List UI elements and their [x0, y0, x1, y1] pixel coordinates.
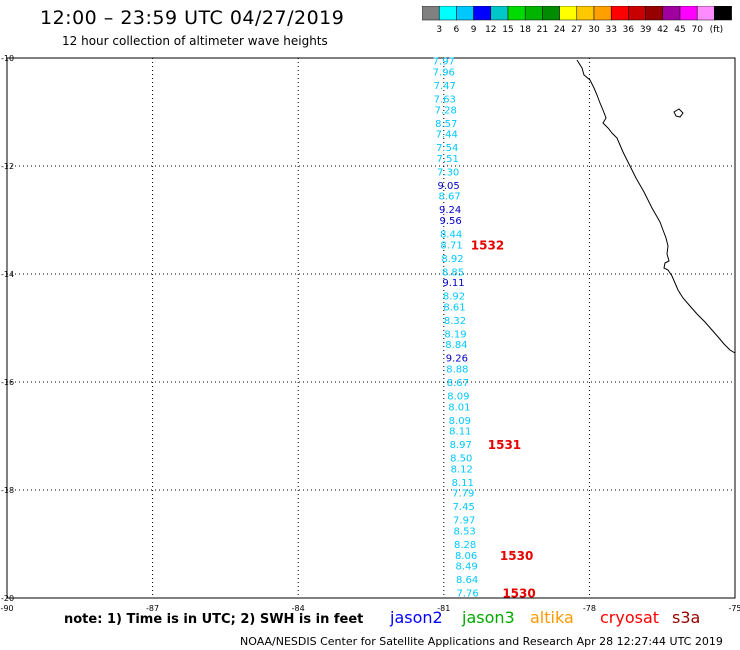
- longitude-tick-label: -81: [437, 604, 450, 613]
- wave-height-label: 8.09: [447, 392, 469, 403]
- wave-height-label: 7.47: [434, 81, 456, 92]
- legend-tick-label: 18: [519, 25, 531, 35]
- map-frame: [6, 57, 736, 599]
- legend-tick-label: 45: [674, 25, 685, 35]
- wave-height-label: 8.50: [450, 454, 472, 465]
- longitude-tick-label: -84: [292, 604, 305, 613]
- wave-height-label: 8.67: [438, 192, 460, 203]
- legend-tick-label: 12: [485, 25, 496, 35]
- wave-height-label: 8.09: [449, 416, 471, 427]
- wave-height-label: 8.06: [455, 551, 477, 562]
- pass-time-label: 1532: [471, 238, 504, 252]
- legend-tick-label: 27: [571, 25, 582, 35]
- latitude-tick-label: -10: [1, 54, 14, 63]
- coastline: [576, 59, 736, 354]
- wave-height-label: 8.85: [442, 267, 464, 278]
- wave-height-label: 7.54: [436, 143, 458, 154]
- wave-height-label: 7.30: [437, 167, 459, 178]
- legend-tick-label: 33: [605, 25, 616, 35]
- wave-height-label: 7.97: [433, 57, 455, 68]
- latitude-tick-label: -12: [1, 162, 14, 171]
- wave-height-label: 9.24: [439, 205, 461, 216]
- wave-height-label: 8.12: [451, 464, 473, 475]
- longitude-tick-label: -78: [583, 604, 596, 613]
- legend-tick-label: 24: [554, 25, 566, 35]
- pass-time-label: 1531: [488, 438, 521, 452]
- wave-height-label: 8.32: [444, 316, 466, 327]
- longitude-tick-label: -87: [146, 604, 159, 613]
- page-subtitle: 12 hour collection of altimeter wave hei…: [62, 34, 328, 48]
- wave-height-label: 7.79: [452, 489, 474, 500]
- legend-tick-label: 42: [657, 25, 668, 35]
- legend-unit: (ft): [710, 25, 724, 35]
- legend-tick-label: 15: [502, 25, 513, 35]
- wave-height-label: 9.11: [442, 278, 464, 289]
- wave-height-label: 9.05: [438, 181, 460, 192]
- latitude-tick-label: -16: [1, 378, 14, 387]
- pass-time-label: 1530: [502, 587, 535, 601]
- wave-height-label: 7.97: [453, 516, 475, 527]
- longitude-tick-label: -90: [0, 604, 13, 613]
- wave-height-label: 7.51: [437, 154, 459, 165]
- wave-height-label: 8.88: [446, 365, 468, 376]
- wave-height-label: 9.26: [446, 354, 468, 365]
- wave-height-label: 8.11: [452, 478, 474, 489]
- legend-jason3: jason3: [462, 608, 515, 627]
- wave-height-label: 8.84: [445, 340, 467, 351]
- wave-height-label: 7.63: [434, 95, 456, 106]
- legend-tick-label: 6: [454, 25, 460, 35]
- wave-height-label: 7.76: [456, 589, 478, 600]
- legend-tick-label: 3: [436, 25, 442, 35]
- wave-height-label: 8.28: [454, 540, 476, 551]
- legend-s3a: s3a: [672, 608, 701, 627]
- wave-height-label: 7.45: [453, 502, 475, 513]
- legend-altika: altika: [530, 608, 574, 627]
- latitude-tick-label: -18: [1, 486, 14, 495]
- wave-height-label: 8.53: [454, 527, 476, 538]
- legend-cryosat: cryosat: [600, 608, 660, 627]
- wave-height-label: 7.44: [436, 130, 458, 141]
- wave-height-label: 8.97: [450, 440, 472, 451]
- wave-height-label: 7.28: [435, 105, 457, 116]
- legend-tick-label: 39: [640, 25, 652, 35]
- wave-height-label: 8.49: [455, 562, 477, 573]
- wave-height-label: 7.96: [433, 68, 455, 79]
- longitude-tick-label: -75: [728, 604, 740, 613]
- pass-time-label: 1530: [500, 549, 533, 563]
- latitude-tick-label: -20: [1, 594, 14, 603]
- wave-height-label: 8.92: [443, 292, 465, 303]
- legend-tick-label: 70: [691, 25, 703, 35]
- wave-height-label: 8.71: [440, 240, 462, 251]
- wave-height-label: 8.01: [448, 402, 470, 413]
- legend-jason2: jason2: [390, 608, 443, 627]
- wave-height-label: 8.92: [441, 254, 463, 265]
- color-legend: 3 6 9 12 15 18 21 24 27 30 33 36 39 42 45 70 (ft): [422, 6, 732, 35]
- note-text: note: 1) Time is in UTC; 2) SWH is in fe…: [64, 612, 364, 627]
- legend-swatch: [714, 6, 732, 21]
- wave-height-label: 8.61: [443, 302, 465, 313]
- legend-tick-label: 30: [588, 25, 600, 35]
- legend-tick-label: 21: [537, 25, 548, 35]
- page-title: 12:00 – 23:59 UTC 04/27/2019: [40, 7, 345, 29]
- legend-tick-label: 36: [623, 25, 635, 35]
- legend-tick-label: 9: [471, 25, 477, 35]
- wave-height-label: 8.11: [449, 427, 471, 438]
- wave-height-label: 8.19: [444, 329, 466, 340]
- footer-credit: NOAA/NESDIS Center for Satellite Applica…: [240, 635, 723, 648]
- latitude-tick-label: -14: [1, 270, 14, 279]
- wave-height-label: 8.67: [447, 378, 469, 389]
- wave-height-label: 8.57: [435, 119, 457, 130]
- wave-height-label: 8.44: [440, 230, 462, 241]
- wave-height-label: 9.56: [439, 216, 461, 227]
- island-outline: [673, 108, 684, 118]
- wave-height-label: 8.64: [456, 575, 478, 586]
